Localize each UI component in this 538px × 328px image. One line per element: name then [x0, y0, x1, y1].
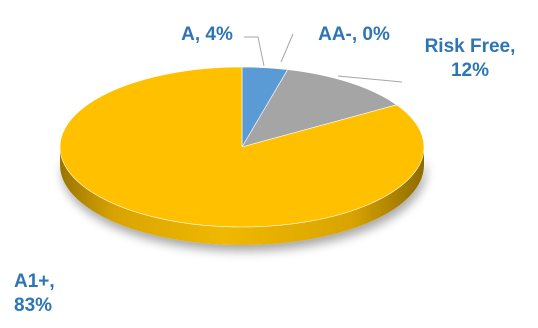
- data-label-line: 83%: [14, 295, 52, 316]
- leader-line-a: [244, 36, 265, 67]
- data-label-line: AA-, 0%: [318, 24, 390, 45]
- data-label-a: A, 4%: [181, 24, 233, 45]
- data-label-line: A1+,: [14, 271, 55, 292]
- data-label-aa: AA-, 0%: [318, 24, 390, 45]
- data-label-line: Risk Free,: [425, 36, 516, 57]
- data-label-line: 12%: [451, 60, 489, 81]
- leader-line-aa: [280, 33, 294, 63]
- data-label-line: A, 4%: [181, 24, 233, 45]
- pie-slice-a1: [59, 66, 425, 228]
- pie-side-wall: [60, 147, 424, 245]
- pie-slice-risk-free: [241, 69, 398, 148]
- data-label-risk-free: Risk Free, 12%: [425, 36, 516, 81]
- leader-line-risk-free: [337, 75, 403, 83]
- data-label-a1: A1+, 83%: [14, 271, 55, 316]
